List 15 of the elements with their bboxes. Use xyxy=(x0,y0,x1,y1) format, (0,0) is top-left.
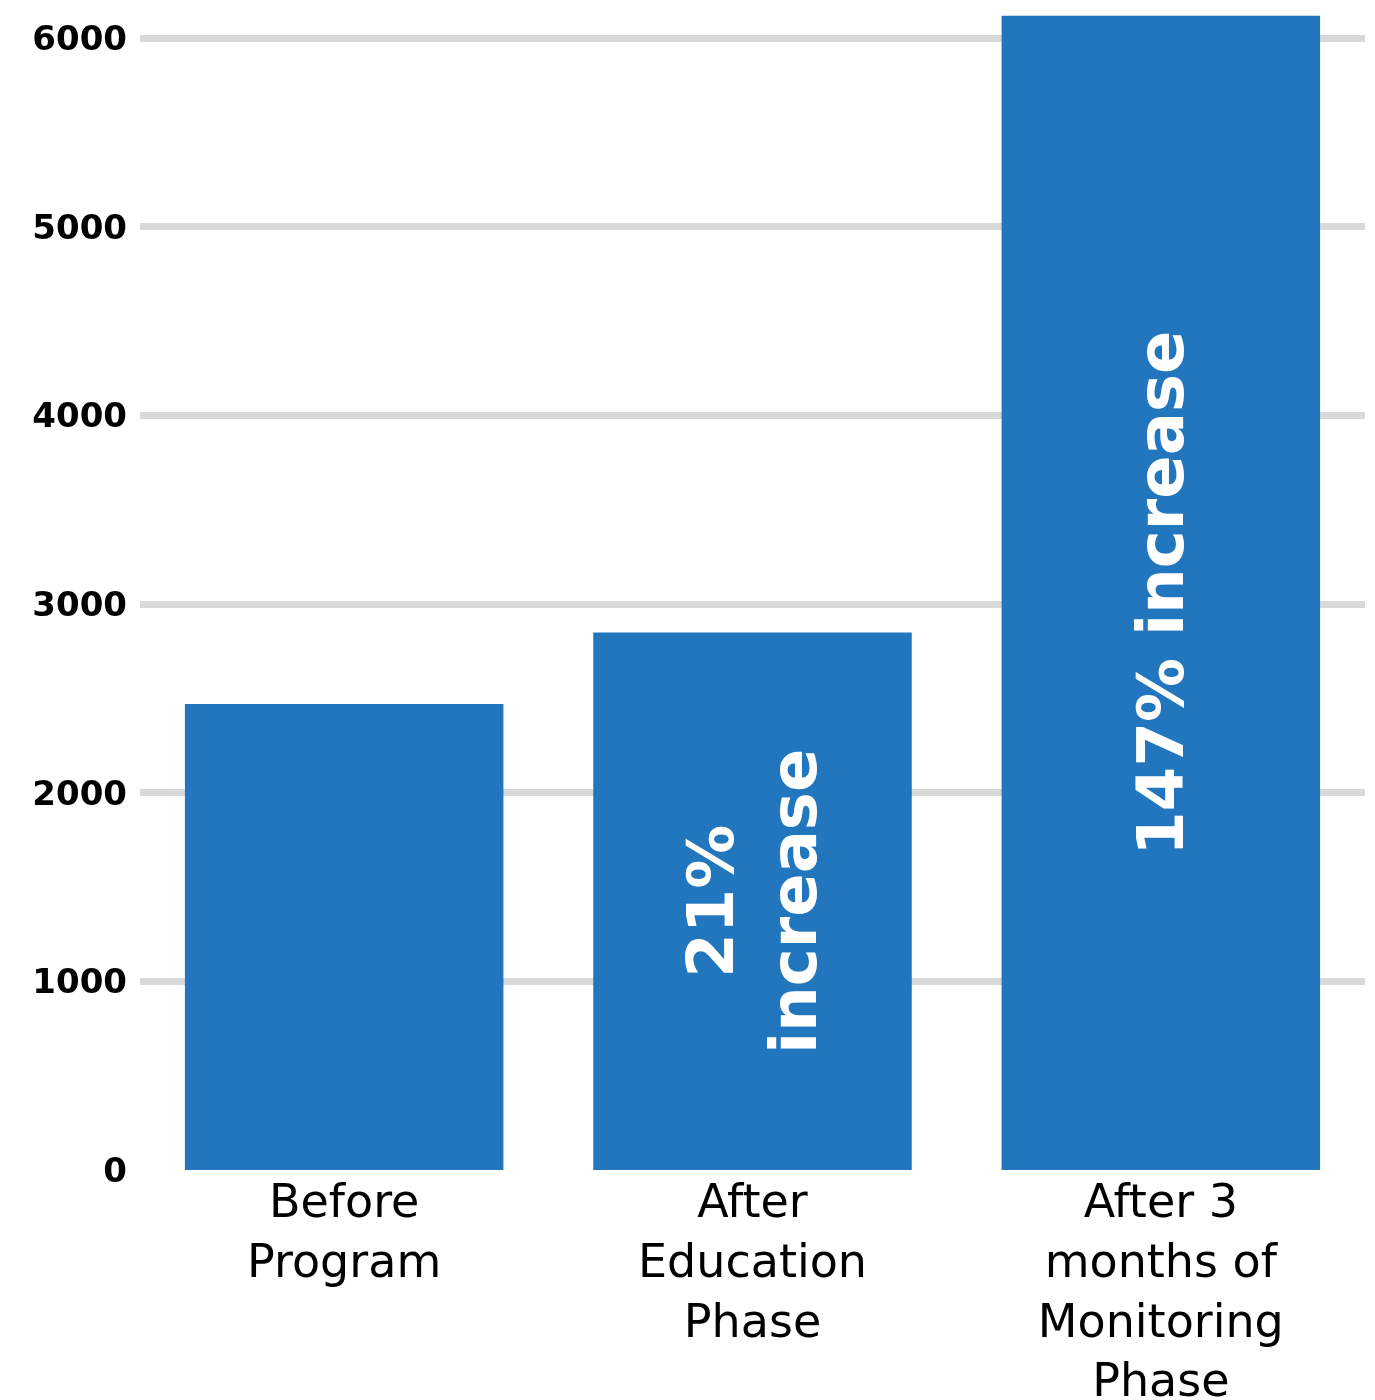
y-tick-label: 4000 xyxy=(32,395,127,436)
y-tick-label: 3000 xyxy=(32,584,127,625)
y-tick-label: 1000 xyxy=(32,961,127,1002)
annotation: 21% increase xyxy=(674,748,832,1054)
x-tick-label: Before Program xyxy=(247,1174,442,1288)
y-tick-label: 5000 xyxy=(32,206,127,247)
y-tick-label: 0 xyxy=(103,1149,127,1190)
y-tick-label: 2000 xyxy=(32,772,127,813)
y-tick-label: 6000 xyxy=(32,18,127,59)
bar xyxy=(184,704,504,1170)
annotation: 147% increase xyxy=(1124,330,1198,856)
x-tick-label: After Education Phase xyxy=(637,1174,868,1348)
x-tick-label: After 3 months of Monitoring Phase xyxy=(1037,1174,1284,1400)
bar xyxy=(1001,15,1321,1170)
bar xyxy=(593,632,912,1170)
